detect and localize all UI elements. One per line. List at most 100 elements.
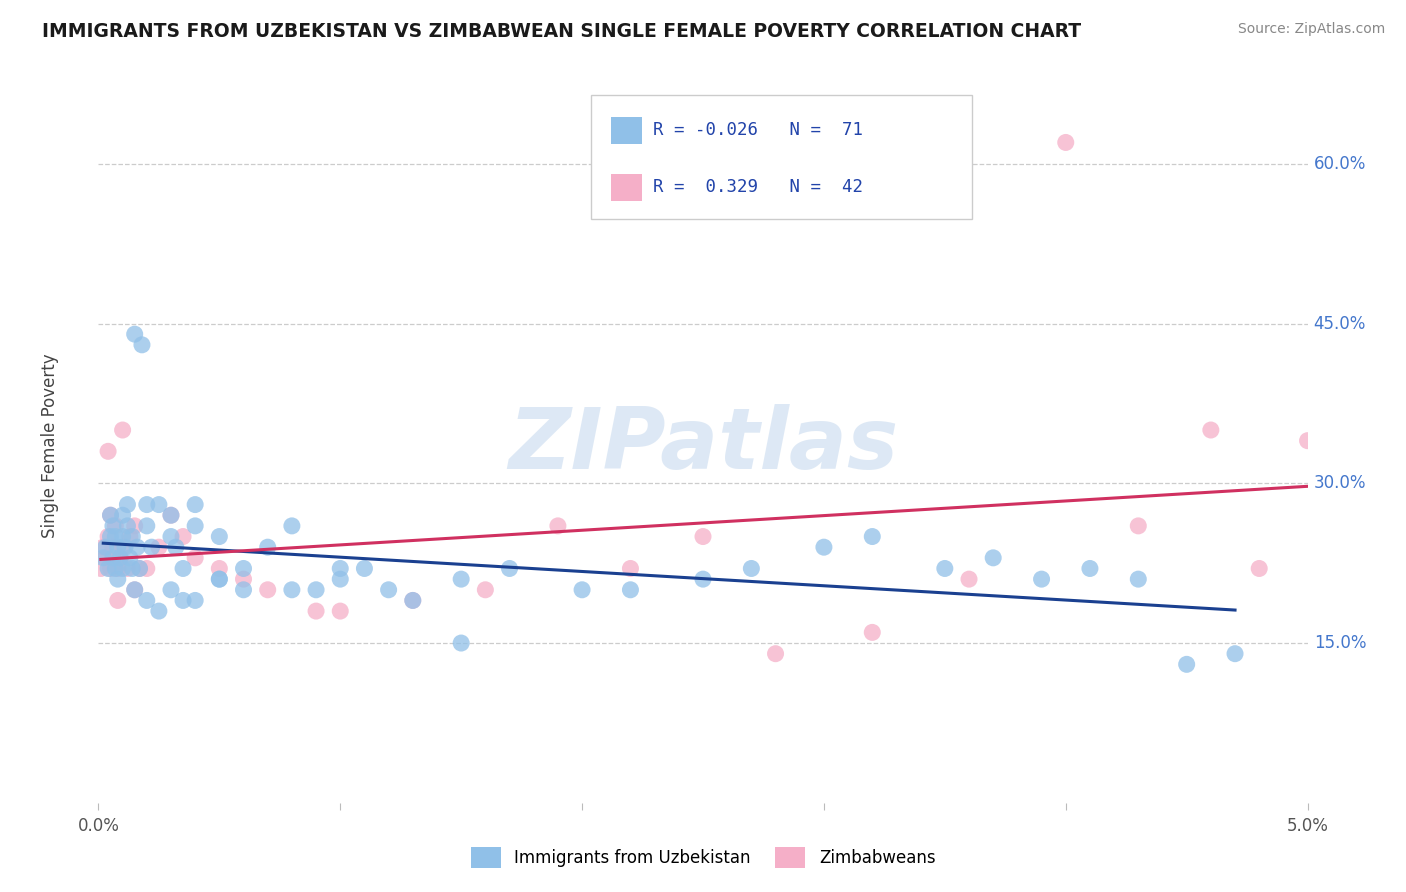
Point xyxy=(547,519,569,533)
Point xyxy=(329,561,352,575)
Point xyxy=(1223,647,1246,661)
Point xyxy=(111,423,134,437)
Point xyxy=(128,561,150,575)
Point xyxy=(135,593,157,607)
Point xyxy=(148,604,170,618)
Point xyxy=(172,593,194,607)
Point xyxy=(124,519,146,533)
Point xyxy=(740,561,762,575)
Point xyxy=(1249,561,1271,575)
Text: ZIPatlas: ZIPatlas xyxy=(508,404,898,488)
Point xyxy=(111,508,134,523)
Point xyxy=(148,498,170,512)
Text: R = -0.026   N =  71: R = -0.026 N = 71 xyxy=(654,121,863,139)
Point xyxy=(619,561,641,575)
Point xyxy=(184,498,207,512)
Point xyxy=(91,550,114,565)
Point xyxy=(100,561,122,575)
Point xyxy=(100,508,122,523)
Point xyxy=(111,529,134,543)
Point xyxy=(114,540,136,554)
Point xyxy=(329,572,352,586)
Point xyxy=(94,540,117,554)
Text: 60.0%: 60.0% xyxy=(1313,154,1367,173)
Point xyxy=(813,540,835,554)
Point xyxy=(765,647,787,661)
Point xyxy=(97,444,120,458)
Point xyxy=(107,593,129,607)
Point xyxy=(111,540,134,554)
Point xyxy=(104,519,127,533)
Point xyxy=(124,582,146,597)
Point xyxy=(353,561,375,575)
Point xyxy=(1175,657,1198,672)
Point xyxy=(1078,561,1101,575)
Point xyxy=(131,338,153,352)
Point xyxy=(692,529,714,543)
Point xyxy=(692,572,714,586)
Point xyxy=(981,550,1004,565)
Point xyxy=(402,593,425,607)
Point xyxy=(172,561,194,575)
Point xyxy=(232,582,254,597)
Point xyxy=(124,582,146,597)
Point xyxy=(934,561,956,575)
Point xyxy=(94,550,117,565)
Point xyxy=(111,561,134,575)
Point xyxy=(256,582,278,597)
Point xyxy=(619,582,641,597)
Text: R =  0.329   N =  42: R = 0.329 N = 42 xyxy=(654,178,863,196)
Point xyxy=(957,572,980,586)
Point xyxy=(100,529,122,543)
Point xyxy=(281,582,304,597)
Point xyxy=(402,593,425,607)
Point xyxy=(141,540,163,554)
Point xyxy=(184,550,207,565)
Point xyxy=(305,582,328,597)
Point xyxy=(1031,572,1053,586)
Point xyxy=(128,561,150,575)
Point xyxy=(208,529,231,543)
Point xyxy=(160,508,183,523)
Point xyxy=(305,604,328,618)
Point xyxy=(160,508,183,523)
Point xyxy=(101,540,124,554)
Point xyxy=(160,582,183,597)
Point xyxy=(450,572,472,586)
Point xyxy=(498,561,520,575)
Point xyxy=(450,636,472,650)
Point xyxy=(1296,434,1319,448)
Point xyxy=(860,529,883,543)
Point xyxy=(135,498,157,512)
Text: 15.0%: 15.0% xyxy=(1313,634,1367,652)
Point xyxy=(1128,519,1150,533)
Point xyxy=(232,572,254,586)
Text: Single Female Poverty: Single Female Poverty xyxy=(41,354,59,538)
Point xyxy=(1128,572,1150,586)
Point xyxy=(208,572,231,586)
Point xyxy=(97,561,120,575)
Point xyxy=(256,540,278,554)
Point xyxy=(100,508,122,523)
Point xyxy=(208,572,231,586)
Point xyxy=(232,561,254,575)
Point xyxy=(107,540,129,554)
Point xyxy=(208,561,231,575)
Point xyxy=(127,540,149,554)
Point xyxy=(101,519,124,533)
Point xyxy=(101,550,124,565)
Point xyxy=(184,593,207,607)
Point xyxy=(172,529,194,543)
Text: 45.0%: 45.0% xyxy=(1313,315,1367,333)
Point xyxy=(121,561,143,575)
Point xyxy=(329,604,352,618)
Point xyxy=(474,582,496,597)
Point xyxy=(184,519,207,533)
Point xyxy=(281,519,304,533)
Point xyxy=(135,519,157,533)
Point xyxy=(104,561,127,575)
Point xyxy=(118,529,141,543)
Point xyxy=(118,550,141,565)
Text: Source: ZipAtlas.com: Source: ZipAtlas.com xyxy=(1237,22,1385,37)
Text: IMMIGRANTS FROM UZBEKISTAN VS ZIMBABWEAN SINGLE FEMALE POVERTY CORRELATION CHART: IMMIGRANTS FROM UZBEKISTAN VS ZIMBABWEAN… xyxy=(42,22,1081,41)
